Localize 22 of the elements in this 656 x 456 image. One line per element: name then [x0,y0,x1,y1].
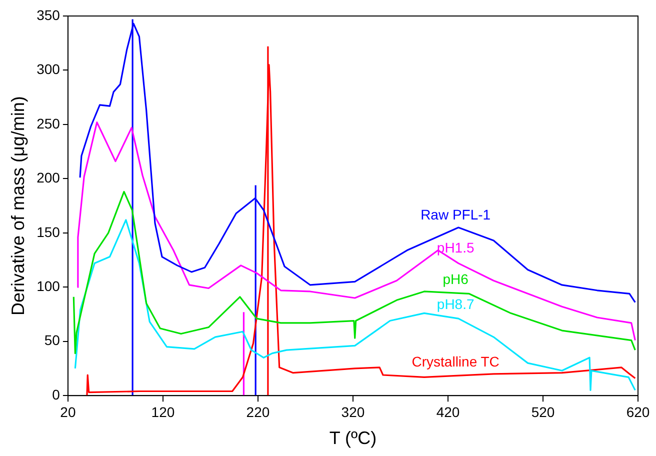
series-label: Crystalline TC [412,354,500,370]
y-tick-label: 300 [36,61,60,78]
series-label: pH1.5 [436,239,474,256]
y-tick-label: 100 [36,278,60,294]
y-tick-label: 200 [36,170,60,186]
x-axis-title: T (ºC) [329,428,377,448]
x-tick-label: 20 [60,404,76,420]
x-tick-label: 220 [246,404,270,420]
y-axis-title: Derivative of mass (μg/min) [8,96,28,316]
x-tick-label: 320 [341,404,365,420]
series-label: pH8.7 [436,296,474,312]
x-tick-label: 420 [436,404,460,420]
y-tick-label: 150 [36,224,60,240]
y-tick-label: 50 [44,332,60,348]
series-label: pH6 [442,270,469,287]
series-label: Raw PFL-1 [420,206,491,223]
x-tick-label: 620 [626,404,650,420]
y-tick-label: 250 [36,115,60,132]
y-tick-label: 350 [36,6,60,23]
y-tick-label: 0 [52,386,60,402]
x-tick-label: 120 [151,404,175,420]
x-tick-label: 520 [531,404,555,420]
